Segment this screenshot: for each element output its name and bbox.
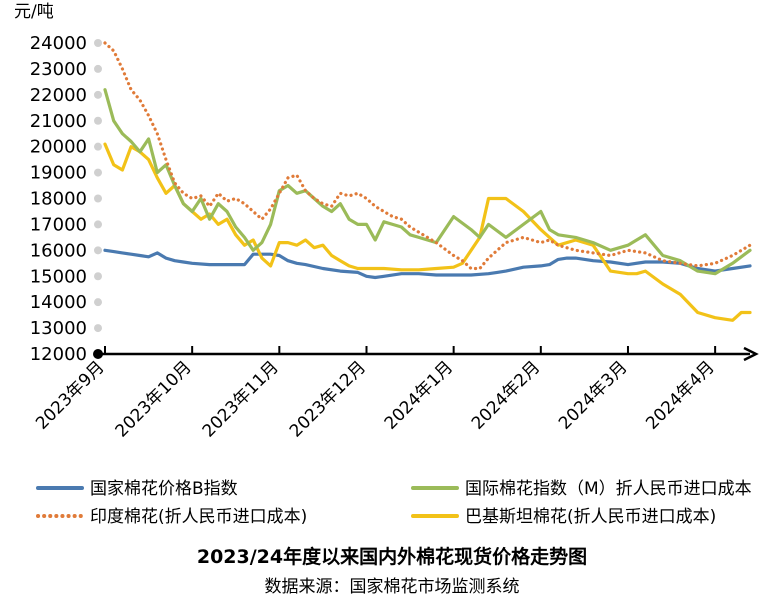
y-tick-dot xyxy=(94,168,102,177)
x-tick-label: 2023年12月 xyxy=(286,357,370,441)
y-tick-label: 22000 xyxy=(30,85,87,106)
legend-label: 巴基斯坦棉花(折人民币进口成本) xyxy=(465,507,716,527)
axis-origin-dot xyxy=(93,349,103,359)
legend-label: 印度棉花(折人民币进口成本) xyxy=(90,507,307,527)
x-axis-arrow-icon xyxy=(743,346,759,362)
x-tick-label: 2023年11月 xyxy=(199,357,283,441)
x-axis-ticks: 2023年9月 2023年10月 2023年11月 2023年12月 2024年1月 20… xyxy=(32,346,719,441)
y-tick-label: 13000 xyxy=(30,318,87,339)
y-tick-label: 16000 xyxy=(30,240,87,261)
series-line-2 xyxy=(103,41,752,271)
y-axis-ticks: 24000 23000 22000 21000 20000 19000 18000 17000… xyxy=(30,33,87,365)
y-tick-label: 17000 xyxy=(30,214,87,235)
legend-label: 国家棉花价格B指数 xyxy=(90,479,238,499)
legend-label: 国际棉花指数（M）折人民币进口成本 xyxy=(465,479,752,499)
y-tick-dot xyxy=(94,272,102,281)
y-tick-label: 12000 xyxy=(30,344,87,365)
y-tick-dot xyxy=(94,298,102,307)
y-tick-dot xyxy=(94,220,102,229)
y-tick-label: 24000 xyxy=(30,33,87,54)
y-tick-label: 14000 xyxy=(30,292,87,313)
chart-source: 数据来源：国家棉花市场监测系统 xyxy=(265,577,520,597)
y-tick-label: 18000 xyxy=(30,189,87,210)
y-tick-dot xyxy=(94,39,102,47)
x-tick-label: 2024年1月 xyxy=(381,357,457,433)
y-tick-label: 23000 xyxy=(30,59,87,80)
y-tick-dot xyxy=(94,194,102,203)
x-tick-label: 2023年10月 xyxy=(112,357,196,441)
x-tick-label: 2023年9月 xyxy=(32,357,108,433)
series-line-3 xyxy=(103,142,752,322)
x-tick-label: 2024年4月 xyxy=(642,357,718,433)
series-lines xyxy=(103,41,752,322)
chart-title: 2023/24年度以来国内外棉花现货价格走势图 xyxy=(197,545,587,568)
y-tick-label: 21000 xyxy=(30,111,87,132)
y-tick-label: 15000 xyxy=(30,266,87,287)
y-tick-dot xyxy=(94,116,102,125)
y-tick-label: 19000 xyxy=(30,163,87,184)
y-tick-label: 20000 xyxy=(30,137,87,158)
y-axis-dots xyxy=(94,39,102,333)
series-line-0 xyxy=(103,248,752,280)
series-line-1 xyxy=(103,88,752,276)
y-tick-dot xyxy=(94,324,102,333)
y-unit-label: 元/吨 xyxy=(14,2,54,22)
y-tick-dot xyxy=(94,64,102,73)
legend: 国家棉花价格B指数 国际棉花指数（M）折人民币进口成本印度棉花(折人民币进口成本)… xyxy=(36,479,752,527)
y-tick-dot xyxy=(94,90,102,99)
x-tick-label: 2024年2月 xyxy=(468,357,544,433)
x-tick-label: 2024年3月 xyxy=(555,357,631,433)
y-tick-dot xyxy=(94,246,102,255)
y-tick-dot xyxy=(94,142,102,151)
